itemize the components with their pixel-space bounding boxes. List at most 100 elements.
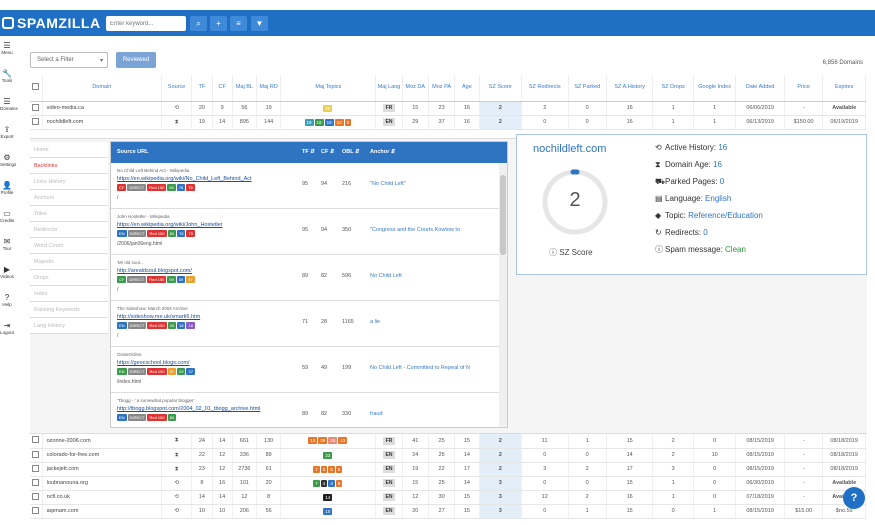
table-row[interactable]: aqenam.com ⟲ 10 10 206 56 10 EN 20 27 15 3 0 1 15 0 1 08/… (30, 504, 866, 519)
col-domain[interactable]: Domain (42, 75, 162, 102)
scrollbar-thumb[interactable] (500, 175, 506, 255)
row-checkbox[interactable] (32, 103, 40, 111)
backlink-url[interactable]: http://tbogg.blogspot.com/2004_02_01_tbo… (117, 406, 261, 412)
col-maj-lang[interactable]: Maj Lang (375, 75, 403, 102)
filter-button[interactable]: ▼ (251, 16, 268, 31)
domain-cell[interactable]: video-media.ca (42, 101, 162, 116)
domain-cell[interactable]: nochildleft.com (42, 115, 162, 130)
table-row[interactable]: ozonne-2006.com ⧗ 24 14 661 130 13 29 26 13 FR 41 25… (30, 434, 866, 449)
row-checkbox-cell[interactable] (30, 476, 43, 491)
table-row[interactable]: nochildleft.com ⧗ 19 14 895 144 19 19 19 10 5 EN 29 3… (30, 115, 866, 130)
table-row[interactable]: video-media.ca ⟲ 20 9 56 19 20 FR 15 23 16 2 2 0 16 1 1 0… (30, 101, 866, 116)
reviewed-button[interactable]: Reviewed (116, 52, 156, 68)
backlink-url[interactable]: https://en.wikipedia.org/wiki/No_Child_L… (117, 176, 252, 182)
row-checkbox-cell[interactable] (30, 115, 43, 130)
row-checkbox[interactable] (32, 492, 40, 500)
row-checkbox[interactable] (32, 450, 40, 458)
col-sz-score[interactable]: SZ Score (479, 75, 522, 102)
col-sz-parked[interactable]: SZ Parked (568, 75, 607, 102)
col-moz-pa[interactable]: Moz PA (428, 75, 456, 102)
table-row[interactable]: ncfl.co.uk ⟲ 14 14 12 8 14 EN 12 30 15 3 12 2 16 1 0 07/1… (30, 490, 866, 505)
details-menu-titles[interactable]: Titles (30, 206, 108, 222)
sidebar-item-settings[interactable]: ⚙ Settings (0, 154, 16, 168)
details-menu-word-count[interactable]: Word Count (30, 238, 108, 254)
table-row[interactable]: jackejett.com ⧗ 23 12 2736 61 7 5 5 5 EN 19 22 17 2 3 2 1… (30, 462, 866, 477)
col-cf[interactable]: CF ⇵ (321, 149, 335, 155)
col-tf[interactable]: TF ⇵ (302, 149, 315, 155)
sidebar-item-profile[interactable]: 👤 Profile (0, 182, 14, 196)
row-checkbox-cell[interactable] (30, 504, 43, 519)
details-menu-backlinks[interactable]: Backlinks (30, 158, 108, 174)
row-checkbox[interactable] (32, 464, 40, 472)
row-checkbox-cell[interactable] (30, 462, 43, 477)
backlink-url[interactable]: https://geocschool.blogs.com/ (117, 360, 190, 366)
details-menu-redirects[interactable]: Redirects (30, 222, 108, 238)
col-expires[interactable]: Expires (822, 75, 866, 102)
details-menu-anchors[interactable]: Anchors (30, 190, 108, 206)
domain-cell[interactable]: colorado-for-free.com (42, 448, 162, 463)
details-menu-lang-history[interactable]: Lang History (30, 318, 108, 334)
sidebar-item-logout[interactable]: ⇥ Logout (0, 322, 14, 336)
col-sz-a-history[interactable]: SZ A.History (606, 75, 654, 102)
sidebar-item-menu[interactable]: ☰ Menu (0, 42, 14, 56)
details-menu-home[interactable]: Home (30, 142, 108, 158)
select-all-checkbox-cell[interactable] (30, 75, 43, 102)
backlink-url[interactable]: http://arealdsoul.blogspot.com/ (117, 268, 192, 274)
col-maj-rd[interactable]: Maj RD (256, 75, 282, 102)
row-checkbox-cell[interactable] (30, 448, 43, 463)
table-row[interactable]: loubnanouna.org ⟲ 8 16 101 20 7 4 4 6 EN 15 25 14 3 0 0 1… (30, 476, 866, 491)
search-button[interactable]: ⌕ (190, 16, 207, 31)
details-menu-drops[interactable]: Drops (30, 270, 108, 286)
sidebar-item-tour[interactable]: ✉ Tour (0, 238, 14, 252)
col-maj-bl[interactable]: Maj BL (232, 75, 258, 102)
logo[interactable]: SPAMZILLA (2, 15, 101, 31)
col-cf[interactable]: CF (212, 75, 233, 102)
row-checkbox-cell[interactable] (30, 490, 43, 505)
summary-domain-name[interactable]: nochildleft.com (533, 143, 607, 155)
col-age[interactable]: Age (454, 75, 480, 102)
domain-cell[interactable]: aqenam.com (42, 504, 162, 519)
row-checkbox[interactable] (32, 506, 40, 514)
col-moz-da[interactable]: Moz DA (402, 75, 429, 102)
col-google-index[interactable]: Google Index (693, 75, 737, 102)
list-button[interactable]: ≡ (230, 16, 247, 31)
row-checkbox-cell[interactable] (30, 101, 43, 116)
keyword-input[interactable] (106, 16, 186, 31)
domain-cell[interactable]: ozonne-2006.com (42, 434, 162, 449)
col-maj-topics[interactable]: Maj Topics (280, 75, 377, 102)
col-price[interactable]: Price (784, 75, 824, 102)
col-sz-drops[interactable]: SZ Drops (652, 75, 694, 102)
col-date-added[interactable]: Date Added (735, 75, 785, 102)
details-menu-ranking-keywords[interactable]: Ranking Keywords (30, 302, 108, 318)
row-checkbox[interactable] (32, 436, 40, 444)
sidebar-item-tools[interactable]: 🔧 Tools (0, 70, 14, 84)
col-anchor[interactable]: Anchor ⇵ (370, 149, 396, 155)
select-all-checkbox[interactable] (32, 82, 40, 90)
domain-cell[interactable]: jackejett.com (42, 462, 162, 477)
row-checkbox[interactable] (32, 478, 40, 486)
sidebar-item-domains[interactable]: ☰ Domains (0, 98, 18, 112)
add-button[interactable]: + (210, 16, 227, 31)
col-tf[interactable]: TF (191, 75, 213, 102)
backlink-url[interactable]: https://en.wikipedia.org/wiki/John_Hoste… (117, 222, 223, 228)
domain-cell[interactable]: loubnanouna.org (42, 476, 162, 491)
filter-select[interactable]: Select a Filter ▾ (30, 52, 108, 68)
col-sz-redirects[interactable]: SZ Redirects (521, 75, 569, 102)
col-obl[interactable]: OBL ⇵ (342, 149, 360, 155)
table-row[interactable]: colorado-for-free.com ⧗ 22 12 336 89 22 EN 24 25 1… (30, 448, 866, 463)
row-checkbox-cell[interactable] (30, 434, 43, 449)
details-menu-index[interactable]: Index (30, 286, 108, 302)
domain-cell[interactable]: ncfl.co.uk (42, 490, 162, 505)
sidebar-item-help[interactable]: ? Help (0, 294, 14, 308)
backlink-url[interactable]: http://sideshow.me.uk/smarti6.htm (117, 314, 201, 320)
help-chat-button[interactable]: ? (843, 487, 865, 509)
sidebar-item-videos[interactable]: ▶ Videos (0, 266, 14, 280)
details-menu-links-history[interactable]: Links History (30, 174, 108, 190)
backlinks-scrollbar[interactable] (499, 163, 507, 427)
col-source[interactable]: Source (161, 75, 193, 102)
sidebar-item-credits[interactable]: ▭ Credits (0, 210, 14, 224)
details-menu-majestic[interactable]: Majestic (30, 254, 108, 270)
col-source-url[interactable]: Source URL (117, 149, 149, 155)
row-checkbox[interactable] (32, 117, 40, 125)
sidebar-item-export[interactable]: ⇪ Export (0, 126, 14, 140)
